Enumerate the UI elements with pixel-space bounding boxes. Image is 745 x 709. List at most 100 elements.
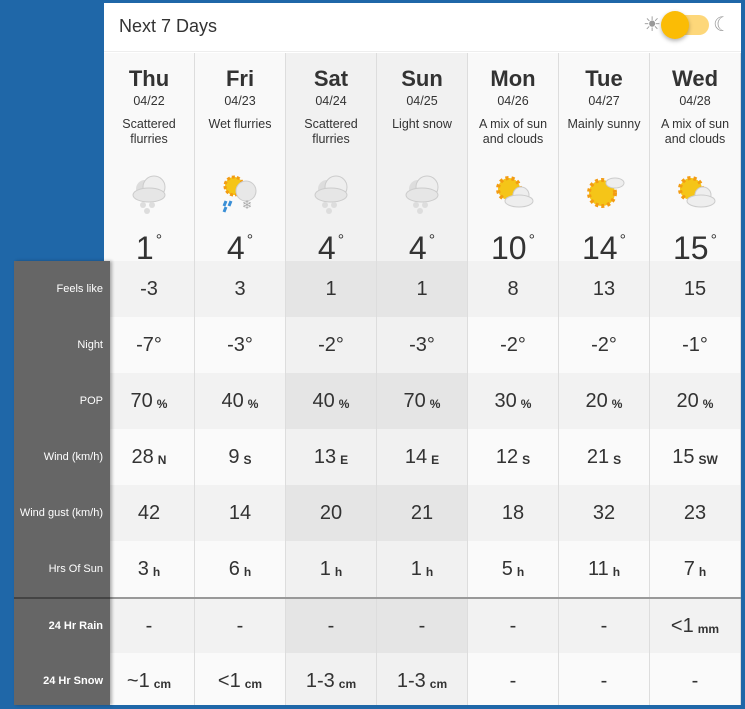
- temp-value: 15: [673, 230, 709, 266]
- table-cell: -7°: [104, 317, 195, 373]
- table-cell: -: [195, 599, 286, 653]
- cell-unit: h: [516, 565, 525, 579]
- cell-value: -: [509, 614, 517, 637]
- cell-value: 28: [131, 445, 154, 468]
- day-condition: A mix of sun and clouds: [660, 117, 730, 146]
- cell-unit: h: [152, 565, 161, 579]
- cell-unit: cm: [244, 677, 263, 691]
- temp-value: 10: [491, 230, 527, 266]
- toggle-track[interactable]: [661, 10, 710, 39]
- cell-value: <1: [217, 669, 241, 692]
- cell-unit: h: [612, 565, 621, 579]
- table-cell: -: [650, 653, 741, 705]
- table-cell: 1: [377, 261, 468, 317]
- table-cell: 30%: [468, 373, 559, 429]
- cell-unit: cm: [338, 677, 357, 691]
- table-cell: 15 SW: [650, 429, 741, 485]
- cell-unit: %: [702, 397, 714, 411]
- snow-cloud-icon: [132, 175, 166, 214]
- table-cell: -2°: [286, 317, 377, 373]
- row-labels: Feels like Night POP Wind (km/h) Wind gust (…: [14, 261, 110, 705]
- cell-value: -2°: [318, 333, 344, 356]
- cell-value: 6: [228, 557, 240, 580]
- table-cell: -3: [104, 261, 195, 317]
- sun-cloud-icon: [678, 176, 716, 208]
- cell-value: 42: [137, 501, 161, 524]
- row-label: Feels like: [56, 282, 103, 295]
- cell-unit: mm: [697, 622, 720, 636]
- table-cell: 14 E: [377, 429, 468, 485]
- cell-value: 12: [495, 445, 519, 468]
- day-high-temp: 14 °: [559, 230, 649, 267]
- day-condition: Mainly sunny: [567, 117, 641, 131]
- cell-value: 21: [586, 445, 610, 468]
- table-cell: 23: [650, 485, 741, 541]
- cell-value: 7: [683, 557, 695, 580]
- cell-unit: h: [243, 565, 252, 579]
- cell-unit: E: [431, 453, 440, 467]
- forecast-table: -3 3 1 1 8 13 15 -7° -3° -2° -3° -2° -2° -1° 70% 40% 40%…: [104, 261, 741, 705]
- day-date: 04/26: [497, 94, 529, 108]
- cell-value: -: [600, 614, 608, 637]
- cell-value: 1-3: [305, 669, 335, 692]
- cell-value: -: [509, 669, 517, 692]
- cell-value: 70: [403, 389, 426, 412]
- day-date: 04/28: [679, 94, 711, 108]
- day-condition: Scattered flurries: [122, 117, 176, 146]
- day-column-tue: Tue 04/27 Mainly sunny 14 °: [559, 53, 650, 266]
- cell-unit: %: [247, 397, 259, 411]
- day-columns: Thu 04/22 Scattered flurries 1 ° Fri 04/2…: [104, 53, 741, 266]
- row-label: POP: [79, 394, 103, 407]
- cell-value: -7°: [136, 333, 162, 356]
- forecast-header: Next 7 Days ☀ ☾: [104, 3, 741, 52]
- table-cell: -: [559, 653, 650, 705]
- snow-cloud-icon: [405, 175, 439, 214]
- degree-symbol: °: [337, 232, 345, 249]
- table-cell: 1: [286, 261, 377, 317]
- table-cell: <1 cm: [195, 653, 286, 705]
- cell-value: 14: [228, 501, 252, 524]
- cell-value: 30: [494, 389, 517, 412]
- cell-value: -1°: [682, 333, 708, 356]
- theme-toggle[interactable]: ☀ ☾: [643, 10, 731, 39]
- mostly-sun-icon: [587, 177, 625, 208]
- cell-value: 13: [313, 445, 337, 468]
- table-cell: 12 S: [468, 429, 559, 485]
- table-cell: 8: [468, 261, 559, 317]
- cell-value: 20: [585, 389, 608, 412]
- day-column-thu: Thu 04/22 Scattered flurries 1 °: [104, 53, 195, 266]
- cell-value: <1: [670, 614, 694, 637]
- cell-value: 23: [683, 501, 707, 524]
- cell-unit: S: [613, 453, 622, 467]
- day-name: Sun: [401, 66, 443, 91]
- cell-value: 1: [410, 557, 422, 580]
- toggle-knob[interactable]: [661, 10, 690, 39]
- cell-value: 1: [319, 557, 331, 580]
- row-label: 24 Hr Rain: [14, 597, 110, 653]
- day-high-temp: 4 °: [377, 230, 467, 267]
- table-cell: 18: [468, 485, 559, 541]
- cell-value: 11: [587, 557, 609, 580]
- sun-icon: ☀: [643, 14, 662, 36]
- table-row: 28 N 9 S 13 E 14 E 12 S 21 S 15 SW: [104, 429, 741, 485]
- table-cell: -: [468, 653, 559, 705]
- cell-value: -: [236, 614, 244, 637]
- day-date: 04/24: [315, 94, 347, 108]
- table-cell: 20%: [559, 373, 650, 429]
- cell-value: 9: [228, 445, 240, 468]
- day-high-temp: 1 °: [104, 230, 194, 267]
- table-row: -3 3 1 1 8 13 15: [104, 261, 741, 317]
- day-name: Wed: [671, 66, 719, 91]
- degree-symbol: °: [246, 232, 254, 249]
- temp-value: 1: [135, 230, 154, 266]
- day-column-sat: Sat 04/24 Scattered flurries 4 °: [286, 53, 377, 266]
- cell-value: -: [145, 614, 153, 637]
- row-label: Wind gust (km/h): [19, 506, 103, 519]
- degree-symbol: °: [619, 232, 626, 249]
- cell-unit: %: [611, 397, 623, 411]
- cell-value: 8: [507, 277, 519, 300]
- day-column-sun: Sun 04/25 Light snow 4 °: [377, 53, 468, 266]
- row-label: Night: [77, 338, 103, 351]
- cell-unit: %: [520, 397, 532, 411]
- cell-unit: %: [156, 397, 168, 411]
